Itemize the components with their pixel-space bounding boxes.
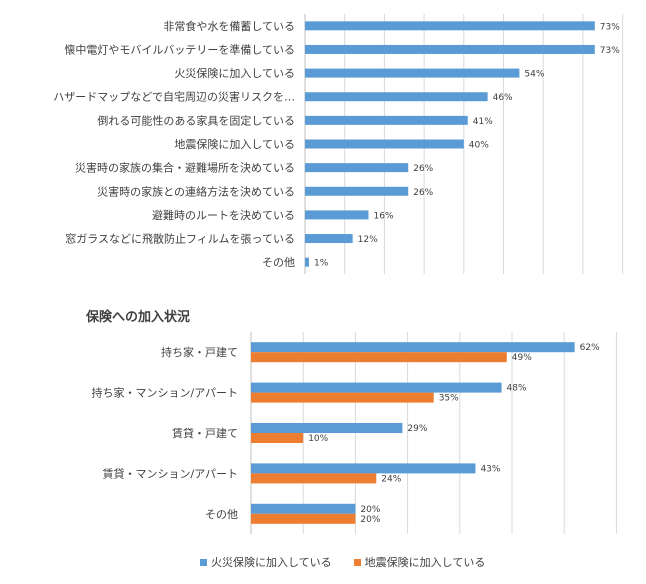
chart1-bar (305, 68, 520, 78)
chart2-category-label: 持ち家・戸建て (161, 345, 238, 359)
chart1-bar (305, 115, 468, 125)
chart2-bar-earthquake (251, 352, 507, 363)
chart2-value-label: 24% (381, 474, 401, 484)
chart1-value-label: 26% (413, 164, 433, 174)
chart2-category-label: 持ち家・マンション/アパート (92, 386, 239, 400)
chart2-value-label: 62% (580, 343, 600, 353)
chart2-value-label: 20% (360, 505, 380, 515)
chart1-bar (305, 210, 369, 220)
chart1-value-label: 26% (413, 188, 433, 198)
chart2-grid (250, 332, 617, 534)
chart1-bar (305, 139, 464, 149)
chart1-category-label: 地震保険に加入している (174, 137, 295, 151)
chart1-category-label: 避難時のルートを決めている (152, 208, 295, 222)
legend-item-fire: 火災保険に加入している (200, 554, 332, 570)
chart2-bar-fire (251, 423, 403, 433)
chart2-bar-earthquake (251, 392, 434, 403)
chart1-category-label: 懐中電灯やモバイルバッテリーを準備している (64, 42, 295, 56)
chart1-value-label: 12% (358, 235, 378, 245)
chart2-bar-fire (251, 342, 575, 353)
chart2-bar-earthquake (251, 513, 356, 524)
chart1-bar (305, 92, 488, 102)
chart2-value-label: 35% (439, 394, 459, 404)
chart1-category-label: その他 (262, 256, 295, 269)
chart1-category-label: 非常食や水を備蓄している (163, 19, 295, 33)
legend-label-earthquake: 地震保険に加入している (364, 556, 486, 569)
legend-item-earthquake: 地震保険に加入している (353, 554, 486, 570)
chart1-value-label: 54% (524, 70, 544, 80)
chart2-category-label: その他 (205, 508, 238, 521)
chart2-bar-fire (251, 503, 356, 514)
chart2-category-label: 賃貸・マンション/アパート (103, 466, 239, 480)
chart1-bar (305, 163, 409, 173)
chart1-value-label: 1% (314, 259, 329, 269)
chart1-value-label: 46% (493, 93, 513, 103)
chart1-category-label: 倒れる可能性のある家具を固定している (97, 113, 295, 127)
chart2-bar-earthquake (251, 473, 377, 484)
chart2-bar-fire (251, 463, 476, 474)
chart1-category-label: 火災保険に加入している (174, 66, 295, 80)
chart2-value-label: 29% (407, 424, 427, 434)
chart1-category-label: 災害時の家族との連絡方法を決めている (97, 184, 295, 198)
legend-swatch-earthquake (353, 558, 361, 566)
chart2-legend: 火災保険に加入している 地震保険に加入している (200, 554, 485, 570)
chart2-value-label: 43% (480, 464, 500, 474)
chart1-value-label: 41% (473, 117, 493, 127)
chart2-title: 保険への加入状況 (86, 310, 191, 325)
chart1-bar (305, 234, 353, 244)
chart1-bar (305, 44, 595, 54)
chart2-value-label: 20% (360, 515, 380, 525)
chart2-value-label: 49% (512, 353, 532, 363)
chart1-category-label: 災害時の家族の集合・避難場所を決めている (75, 161, 295, 175)
chart1-category-label: ハザードマップなどで自宅周辺の災害リスクを… (53, 90, 295, 104)
chart1-value-label: 16% (374, 211, 394, 221)
legend-label-fire: 火災保険に加入している (211, 556, 332, 569)
chart1-value-label: 40% (469, 141, 489, 151)
chart2-bar-earthquake (251, 433, 304, 443)
chart2-value-label: 10% (308, 434, 328, 444)
chart1-category-label: 窓ガラスなどに飛散防止フィルムを張っている (65, 232, 295, 246)
chart1-value-label: 73% (600, 46, 620, 56)
chart1-bar (305, 186, 409, 196)
chart1-value-label: 73% (600, 22, 620, 32)
legend-swatch-fire (200, 558, 207, 566)
chart2-bar-fire (251, 382, 502, 393)
chart1-bar (305, 21, 595, 31)
chart2-value-label: 48% (507, 384, 527, 394)
chart1-bar (305, 257, 309, 267)
preparedness-chart: 非常食や水を備蓄している 73% 懐中電灯やモバイルバッテリーを準備している 73% 火… (53, 14, 624, 274)
chart2-category-label: 賃貸・戸建て (172, 426, 238, 440)
